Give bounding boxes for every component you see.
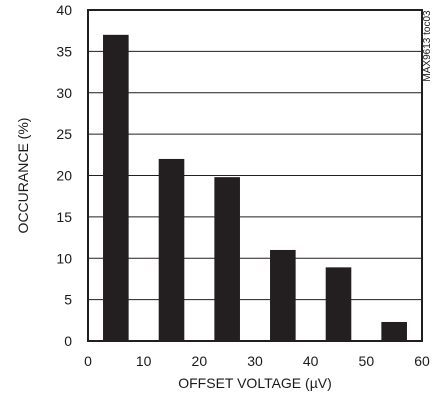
y-tick-labels: 0 5 10 15 20 25 30 35 40 <box>56 2 72 349</box>
x-tick-label: 10 <box>136 353 152 369</box>
bar <box>214 177 240 341</box>
bar <box>103 34 129 341</box>
bar <box>158 158 185 341</box>
y-tick-label: 35 <box>56 43 72 59</box>
y-tick-label: 20 <box>56 168 72 184</box>
y-tick-label: 30 <box>56 85 72 101</box>
bar <box>381 321 407 341</box>
y-tick-label: 0 <box>64 333 72 349</box>
x-tick-label: 60 <box>414 353 430 369</box>
y-tick-label: 40 <box>56 2 72 18</box>
grid-lines <box>88 50 422 301</box>
y-tick-label: 25 <box>56 126 72 142</box>
x-tick-label: 30 <box>247 353 263 369</box>
x-tick-label: 40 <box>303 353 319 369</box>
x-tick-label: 0 <box>84 353 92 369</box>
bar <box>270 249 296 341</box>
plot-frame <box>87 9 423 342</box>
bar <box>325 267 352 341</box>
y-tick-label: 5 <box>64 292 72 308</box>
x-tick-labels: 0 10 20 30 40 50 60 <box>84 353 430 369</box>
y-tick-label: 10 <box>56 250 72 266</box>
bars <box>103 34 407 341</box>
x-axis-label: OFFSET VOLTAGE (µV) <box>178 375 332 391</box>
chart-annotation: MAX9613 toc03 <box>422 10 433 82</box>
y-axis-label: OCCURANCE (%) <box>15 118 31 234</box>
x-tick-label: 50 <box>359 353 375 369</box>
x-tick-label: 20 <box>192 353 208 369</box>
y-tick-label: 15 <box>56 209 72 225</box>
